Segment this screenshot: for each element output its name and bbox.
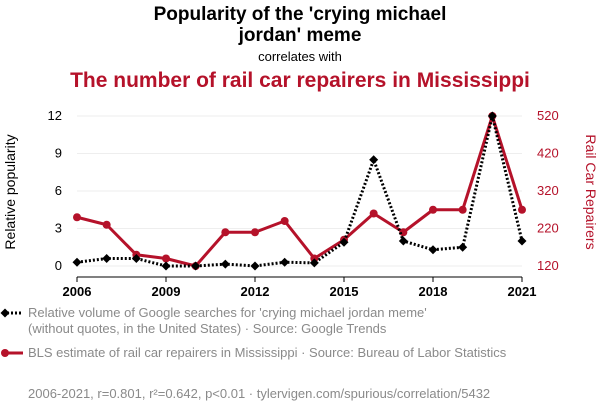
chart-title: Popularity of the 'crying michael jordan…: [0, 4, 600, 46]
y-axis-right: 120 220 320 420 520: [537, 108, 559, 273]
y-right-tick-label: 320: [537, 183, 559, 198]
data-point-searches: [517, 236, 527, 246]
data-point-searches: [250, 261, 260, 271]
x-axis: 2006 2009 2012 2015 2018 2021: [63, 276, 537, 299]
data-point-repairers: [251, 228, 259, 237]
y-left-tick-label: 6: [55, 183, 62, 198]
y-left-tick-label: 9: [55, 146, 62, 161]
data-point-searches: [309, 258, 319, 268]
y-right-tick-label: 220: [537, 221, 559, 236]
y-axis-left: 0 3 6 9 12: [48, 108, 62, 273]
data-point-repairers: [369, 209, 378, 218]
series-searches: [72, 111, 527, 271]
y-left-tick-label: 12: [48, 108, 62, 123]
legend-entry-repairers: BLS estimate of rail car repairers in Mi…: [28, 345, 507, 360]
y-left-tick-label: 0: [55, 258, 62, 273]
x-tick-label: 2006: [63, 284, 92, 299]
gridlines: [77, 115, 522, 267]
legend-entry-searches: Relative volume of Google searches for '…: [28, 305, 427, 336]
data-point-searches: [428, 245, 438, 255]
data-point-searches: [131, 254, 141, 263]
data-point-searches: [72, 257, 82, 267]
data-point-repairers: [162, 254, 170, 263]
chart-subtitle: correlates with: [258, 49, 342, 64]
data-point-searches: [161, 261, 171, 271]
chart-title-secondary: The number of rail car repairers in Miss…: [70, 69, 530, 92]
chart-footer: 2006-2021, r=0.801, r²=0.642, p<0.01 · t…: [28, 386, 491, 401]
legend-markers: [0, 308, 23, 357]
series-repairers-line: [76, 114, 524, 268]
legend-marker-searches: [0, 308, 10, 318]
x-tick-label: 2012: [241, 284, 270, 299]
data-point-repairers: [280, 217, 289, 225]
series-searches-line: [76, 114, 524, 268]
y-right-tick-label: 520: [537, 108, 559, 123]
data-point-repairers: [399, 228, 408, 237]
data-point-repairers: [429, 205, 437, 214]
chart-title-text: Popularity of the 'crying michael jordan…: [153, 4, 447, 46]
data-point-searches: [220, 259, 230, 269]
data-point-searches: [398, 236, 408, 246]
y-right-tick-label: 420: [537, 146, 559, 161]
x-tick-label: 2009: [152, 284, 181, 299]
data-point-searches: [191, 261, 201, 271]
y-axis-right-label: Rail Car Repairers: [583, 134, 599, 249]
data-point-repairers: [102, 220, 111, 229]
data-point-searches: [339, 237, 349, 247]
data-point-searches: [369, 155, 379, 165]
data-point-searches: [280, 257, 290, 267]
y-axis-left-label: Relative popularity: [2, 134, 18, 249]
data-point-repairers: [458, 205, 467, 214]
series-layer: [72, 111, 527, 271]
data-point-searches: [102, 254, 112, 263]
x-tick-label: 2021: [508, 284, 537, 299]
x-tick-label: 2015: [330, 284, 359, 299]
legend-marker-repairers: [1, 349, 9, 357]
data-point-repairers: [221, 228, 230, 237]
data-point-repairers: [518, 205, 526, 214]
y-right-tick-label: 120: [537, 258, 559, 273]
data-point-searches: [458, 242, 468, 252]
x-tick-label: 2018: [419, 284, 448, 299]
data-point-searches: [487, 111, 497, 121]
y-left-tick-label: 3: [55, 221, 62, 236]
data-point-repairers: [73, 213, 81, 222]
